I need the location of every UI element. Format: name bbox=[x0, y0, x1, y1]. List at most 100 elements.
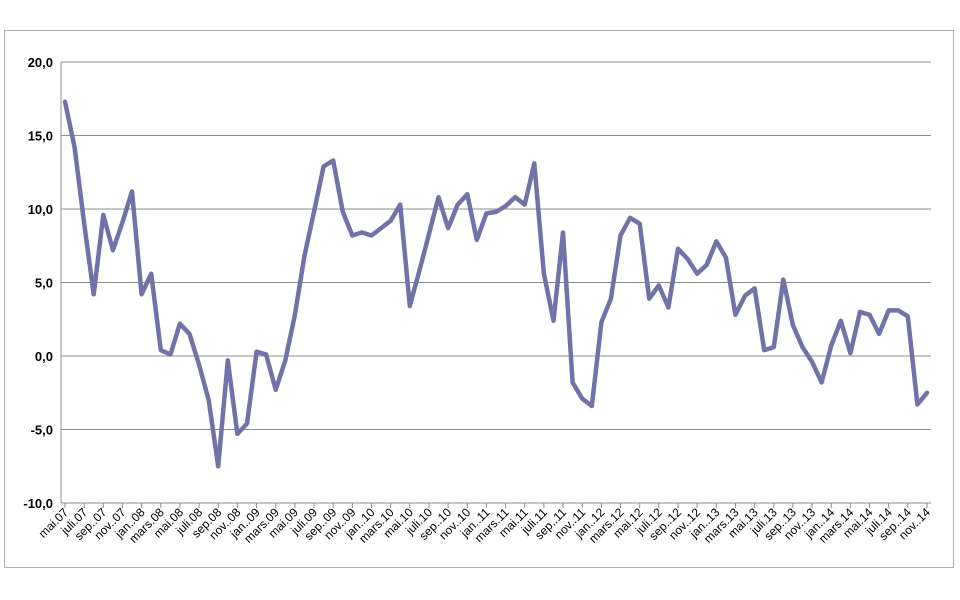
data-point bbox=[542, 272, 546, 276]
data-point bbox=[101, 213, 105, 217]
data-point bbox=[63, 100, 67, 104]
data-point bbox=[226, 358, 230, 362]
data-point bbox=[638, 222, 642, 226]
data-point bbox=[906, 314, 910, 318]
data-point bbox=[561, 231, 565, 235]
data-point bbox=[868, 313, 872, 317]
data-point bbox=[293, 313, 297, 317]
data-point bbox=[350, 233, 354, 237]
chart-frame: 20,0 15,0 10,0 5,0 0,0 -5,0 -10,0 mai.07 juli.0… bbox=[4, 30, 954, 568]
data-point bbox=[398, 203, 402, 207]
data-point bbox=[619, 233, 623, 237]
data-point bbox=[331, 158, 335, 162]
data-point bbox=[628, 216, 632, 220]
data-point bbox=[437, 195, 441, 199]
data-point bbox=[197, 363, 201, 367]
data-point bbox=[446, 226, 450, 230]
data-point bbox=[609, 297, 613, 301]
data-point bbox=[216, 464, 220, 468]
data-point bbox=[389, 219, 393, 223]
data-point bbox=[188, 332, 192, 336]
data-point bbox=[73, 145, 77, 149]
data-point bbox=[312, 210, 316, 214]
data-point bbox=[810, 360, 814, 364]
data-point bbox=[379, 226, 383, 230]
data-point bbox=[829, 344, 833, 348]
data-point bbox=[733, 313, 737, 317]
data-point bbox=[647, 297, 651, 301]
data-point bbox=[322, 164, 326, 168]
gridlines bbox=[61, 61, 931, 504]
data-point bbox=[92, 292, 96, 296]
data-point bbox=[494, 210, 498, 214]
data-point bbox=[130, 189, 134, 193]
y-tick-label: 20,0 bbox=[28, 55, 53, 70]
data-point bbox=[120, 220, 124, 224]
data-point bbox=[551, 319, 555, 323]
data-point bbox=[753, 286, 757, 290]
data-point bbox=[235, 432, 239, 436]
data-point bbox=[800, 345, 804, 349]
data-point bbox=[820, 380, 824, 384]
y-tick-label: -5,0 bbox=[31, 423, 53, 438]
data-point bbox=[896, 308, 900, 312]
data-point bbox=[599, 320, 603, 324]
data-point bbox=[523, 203, 527, 207]
data-point bbox=[159, 348, 163, 352]
data-point bbox=[465, 192, 469, 196]
data-point bbox=[839, 319, 843, 323]
data-point bbox=[427, 232, 431, 236]
data-point bbox=[532, 161, 536, 165]
data-point bbox=[887, 308, 891, 312]
data-point bbox=[858, 310, 862, 314]
series-line-group bbox=[62, 99, 930, 469]
data-point bbox=[848, 351, 852, 355]
data-point bbox=[590, 404, 594, 408]
data-point bbox=[456, 203, 460, 207]
data-point bbox=[178, 322, 182, 326]
data-point bbox=[168, 353, 172, 357]
data-point bbox=[772, 345, 776, 349]
data-point bbox=[762, 348, 766, 352]
data-point bbox=[915, 403, 919, 407]
data-point bbox=[82, 222, 86, 226]
data-point bbox=[714, 239, 718, 243]
data-point bbox=[791, 323, 795, 327]
data-point bbox=[207, 398, 211, 402]
data-point bbox=[111, 248, 115, 252]
data-point bbox=[925, 391, 929, 395]
data-point bbox=[360, 231, 364, 235]
data-point bbox=[140, 292, 144, 296]
data-point bbox=[369, 233, 373, 237]
data-point bbox=[580, 397, 584, 401]
data-point bbox=[264, 353, 268, 357]
series-line bbox=[62, 99, 930, 469]
y-tick-label: -10,0 bbox=[23, 496, 53, 511]
data-point bbox=[302, 254, 306, 258]
data-point bbox=[274, 388, 278, 392]
data-point bbox=[705, 263, 709, 267]
data-point bbox=[504, 204, 508, 208]
data-point bbox=[283, 358, 287, 362]
data-point bbox=[781, 278, 785, 282]
data-point bbox=[695, 272, 699, 276]
data-point bbox=[657, 283, 661, 287]
data-point bbox=[724, 256, 728, 260]
data-point bbox=[149, 272, 153, 276]
data-point bbox=[245, 422, 249, 426]
data-point bbox=[676, 247, 680, 251]
line-chart: 20,0 15,0 10,0 5,0 0,0 -5,0 -10,0 mai.07juli.0… bbox=[23, 55, 933, 546]
data-point bbox=[877, 332, 881, 336]
data-point bbox=[475, 238, 479, 242]
y-tick-label: 15,0 bbox=[28, 129, 53, 144]
y-tick-label: 0,0 bbox=[35, 349, 53, 364]
data-point bbox=[417, 269, 421, 273]
data-point bbox=[743, 294, 747, 298]
y-axis: 20,0 15,0 10,0 5,0 0,0 -5,0 -10,0 bbox=[23, 55, 62, 511]
data-point bbox=[408, 304, 412, 308]
data-point bbox=[341, 210, 345, 214]
data-point bbox=[513, 195, 517, 199]
data-point bbox=[484, 211, 488, 215]
data-point bbox=[686, 257, 690, 261]
data-point bbox=[666, 305, 670, 309]
